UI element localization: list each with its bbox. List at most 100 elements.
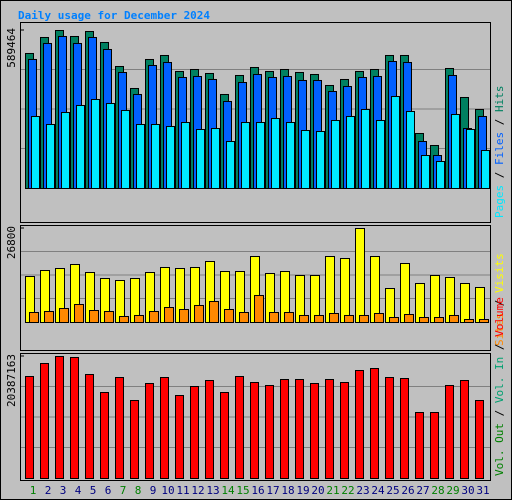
x-tick-label: 30 [461,484,474,497]
bar [59,308,69,323]
x-tick-label: 6 [105,484,112,497]
bar [226,140,235,189]
bar [299,315,309,324]
legend-separator: / [493,337,506,357]
bar [44,311,54,323]
legend-separator: / [493,293,506,313]
bar [55,356,64,479]
bar [211,127,220,189]
bar [149,311,159,323]
y-tick-label: 26800 [5,226,18,259]
bar [130,399,139,479]
x-tick-label: 8 [135,484,142,497]
x-tick-label: 1 [30,484,37,497]
bar [325,378,334,479]
bar [370,256,380,323]
bar [460,379,469,479]
bar [419,317,429,323]
bar [106,102,115,189]
bar [310,382,319,479]
bar [25,375,34,480]
bar [316,130,325,190]
bar [175,394,184,479]
bar [451,113,460,189]
bar [151,123,160,189]
bar [400,263,410,324]
bar [301,129,310,190]
bar [250,381,259,479]
bar [475,399,484,479]
x-tick-label: 28 [431,484,444,497]
bar [391,95,400,189]
x-tick-label: 7 [120,484,127,497]
bar [164,307,174,323]
bar [74,304,84,323]
legend-separator: / [493,112,506,132]
bar [145,382,154,479]
bar [115,376,124,479]
bar [31,115,40,189]
legend-entry: Visits [493,253,506,293]
bar [361,108,370,189]
x-tick-label: 24 [371,484,385,497]
legend-entry: Volume [493,297,506,337]
x-tick-label: 19 [296,484,309,497]
bar [340,258,350,324]
x-tick-label: 2 [45,484,52,497]
x-tick-label: 25 [386,484,399,497]
bar [346,115,355,189]
bar [376,119,385,189]
bar [205,379,214,479]
x-tick-label: 22 [341,484,354,497]
x-tick-label: 4 [75,484,82,497]
bar [449,315,459,324]
bar [265,384,274,479]
bar [46,123,55,189]
bar [271,117,280,189]
bar [406,110,415,189]
legend-entry: Vol. Out [493,423,506,476]
bar [355,228,365,323]
bar [421,154,430,189]
bar [89,310,99,324]
legend-separator: / [493,165,506,185]
bar [370,367,379,480]
bar [256,121,265,189]
bar [269,312,279,323]
x-tick-label: 21 [326,484,339,497]
bar [475,286,485,323]
bar [280,378,289,479]
bar [254,295,264,323]
legend-entry: Pages [493,185,506,218]
x-tick-label: 15 [236,484,249,497]
bar [70,356,79,479]
legend: Vol. Out / Vol. In / Volume [493,297,506,476]
bar [196,128,205,189]
x-tick-label: 29 [446,484,459,497]
bar [76,104,85,189]
bar [91,98,100,189]
bar [430,411,439,480]
x-tick-label: 27 [416,484,429,497]
x-tick-label: 3 [60,484,67,497]
bar [434,317,444,323]
bar [61,111,70,189]
bar [241,121,250,189]
bar [436,160,445,189]
legend-entry: Hits [493,86,506,113]
bar [235,375,244,480]
x-tick-label: 10 [161,484,174,497]
y-tick-label: 589464 [5,28,18,68]
x-tick-label: 18 [281,484,294,497]
bar [460,283,470,323]
bar [385,376,394,479]
legend-separator: / [493,403,506,423]
bar [194,305,204,324]
bar [119,316,129,323]
bar [466,128,475,189]
bar [314,315,324,324]
bar [481,149,490,189]
bar [239,312,249,323]
bar [329,313,339,323]
x-tick-label: 16 [251,484,264,497]
